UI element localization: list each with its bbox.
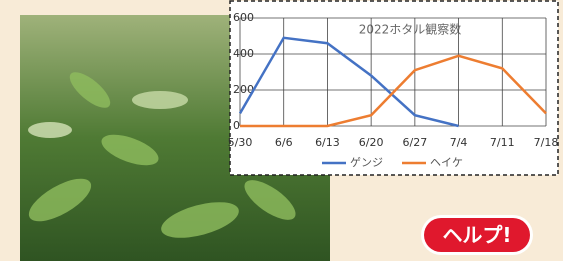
- x-tick-label: 6/20: [359, 136, 384, 149]
- y-tick-label: 400: [233, 47, 254, 60]
- page: 2022ホタル観察数 02004006005/306/66/136/206/27…: [0, 0, 563, 261]
- legend-label: ゲンジ: [350, 156, 383, 169]
- y-tick-label: 600: [233, 11, 254, 24]
- x-tick-label: 6/6: [275, 136, 293, 149]
- x-tick-label: 5/30: [228, 136, 253, 149]
- x-tick-label: 7/18: [534, 136, 559, 149]
- chart-title: 2022ホタル観察数: [359, 22, 462, 37]
- x-tick-label: 6/13: [315, 136, 340, 149]
- x-tick-label: 6/27: [403, 136, 428, 149]
- y-tick-label: 0: [233, 119, 240, 132]
- x-tick-label: 7/4: [450, 136, 468, 149]
- x-tick-label: 7/11: [490, 136, 515, 149]
- legend-label: ヘイケ: [430, 156, 463, 169]
- help-button[interactable]: ヘルプ!: [424, 218, 530, 252]
